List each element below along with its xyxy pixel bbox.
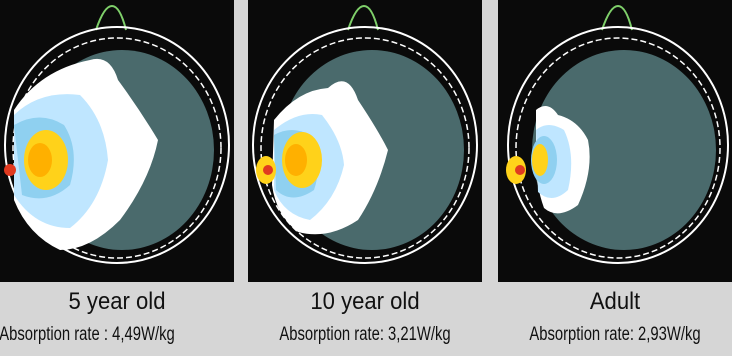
absorption-rate: Absorption rate : 4,49W/kg — [0, 324, 175, 345]
head-sar-map-adult — [498, 0, 732, 282]
absorption-rate: Absorption rate: 2,93W/kg — [529, 324, 701, 345]
head-sar-map-10-year-old — [248, 0, 482, 282]
caption-10-year-old: 10 year old Absorption rate: 3,21W/kg — [248, 288, 482, 348]
caption-5-year-old: 5 year old Absorption rate : 4,49W/kg — [0, 288, 204, 348]
panel-title: 10 year old — [310, 288, 420, 315]
panel-title: Adult — [589, 288, 641, 315]
absorption-rate: Absorption rate: 3,21W/kg — [279, 324, 451, 345]
panel-adult: Adult Absorption rate: 2,93W/kg — [498, 0, 732, 356]
panel-title: 5 year old — [68, 288, 166, 315]
caption-adult: Adult Absorption rate: 2,93W/kg — [498, 288, 732, 348]
panel-5-year-old: 5 year old Absorption rate : 4,49W/kg — [0, 0, 234, 356]
head-sar-map-5-year-old — [0, 0, 234, 282]
panel-10-year-old: 10 year old Absorption rate: 3,21W/kg — [248, 0, 482, 356]
